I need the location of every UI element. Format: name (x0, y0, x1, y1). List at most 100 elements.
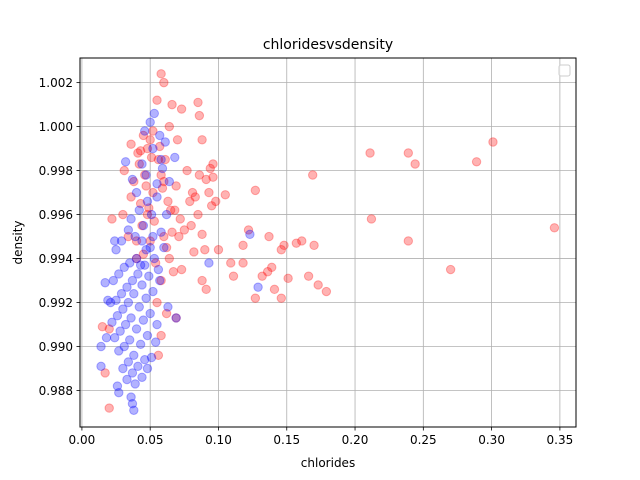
red-data-point (257, 271, 267, 281)
grid-lines (80, 58, 576, 427)
blue-data-point (140, 355, 150, 365)
red-data-point (126, 139, 136, 149)
blue-data-point (129, 350, 139, 361)
blue-data-point (96, 341, 106, 352)
blue-data-point (127, 174, 138, 185)
red-data-point (250, 185, 261, 196)
red-data-point (445, 264, 456, 275)
blue-data-point (145, 242, 155, 253)
blue-data-point (131, 324, 142, 334)
blue-data-point (155, 130, 165, 141)
red-data-point (186, 220, 196, 231)
blue-data-point (133, 361, 143, 372)
red-data-point (171, 313, 181, 323)
red-data-point (267, 262, 277, 273)
red-data-point (167, 227, 177, 237)
red-data-point (185, 196, 195, 207)
blue-data-point (140, 126, 150, 136)
x-axis-label: chlorides (301, 456, 355, 470)
red-data-point (303, 271, 314, 281)
red-data-point (152, 95, 162, 105)
red-data-point (194, 110, 205, 121)
blue-data-point (133, 269, 143, 279)
blue-data-point (156, 154, 166, 165)
red-data-point (193, 97, 203, 108)
blue-data-point (140, 260, 150, 270)
blue-data-point (149, 108, 159, 119)
red-data-point (211, 196, 221, 207)
red-data-point (190, 192, 200, 202)
blue-data-point (123, 357, 134, 367)
red-data-point (104, 403, 114, 413)
red-data-point (119, 165, 129, 176)
red-data-point (250, 293, 261, 303)
red-data-point (201, 174, 211, 185)
blue-data-point (161, 209, 172, 220)
red-data-point (156, 275, 166, 286)
blue-data-point (130, 231, 140, 242)
blue-data-point (112, 311, 123, 321)
blue-data-point (116, 289, 127, 299)
red-data-point (137, 220, 147, 231)
blue-data-point (138, 315, 149, 325)
blue-data-point (137, 280, 147, 290)
red-data-point (153, 350, 164, 361)
red-data-point (410, 159, 420, 169)
blue-data-point (126, 392, 136, 402)
y-tick-label: 0.996 (39, 208, 73, 222)
blue-data-point (144, 271, 154, 281)
blue-data-point (155, 275, 165, 286)
red-data-point (100, 368, 110, 378)
blue-data-point (118, 304, 128, 314)
legend-box (558, 64, 571, 77)
blue-data-point (141, 170, 151, 180)
red-data-point (308, 170, 318, 180)
x-tick-label: 0.25 (410, 433, 437, 447)
blue-data-point (131, 253, 142, 264)
y-tick-label: 0.994 (39, 252, 73, 266)
blue-data-point (126, 313, 136, 323)
blue-data-point (163, 302, 173, 312)
y-axis-label: density (11, 221, 25, 265)
blue-data-point (127, 368, 138, 378)
red-data-point (201, 284, 211, 295)
blue-data-point (159, 242, 169, 253)
red-data-point (165, 205, 176, 215)
red-data-point (172, 135, 183, 145)
blue-data-point (125, 335, 135, 345)
red-data-point (291, 238, 302, 248)
blue-data-point (150, 337, 161, 347)
red-data-point (204, 187, 214, 198)
y-tick-label: 1.002 (39, 76, 73, 90)
blue-data-point (153, 264, 164, 275)
red-data-point (238, 258, 248, 268)
blue-data-point (114, 387, 124, 398)
x-tick-label: 0.05 (137, 433, 164, 447)
blue-data-point (119, 262, 129, 273)
red-data-point (403, 236, 413, 246)
blue-data-point (123, 297, 134, 308)
red-data-point (150, 258, 161, 268)
red-data-point (194, 170, 205, 180)
blue-data-point (130, 379, 140, 389)
x-tick-label: 0.00 (69, 433, 96, 447)
red-data-point (155, 141, 165, 152)
blue-data-point (126, 214, 136, 224)
red-data-point (197, 135, 207, 145)
blue-data-point (109, 333, 120, 343)
red-data-point (168, 267, 179, 277)
red-data-point (471, 157, 482, 167)
axes-frame (79, 57, 577, 428)
blue-data-point (145, 117, 155, 127)
blue-data-point (141, 293, 151, 303)
y-tick-label: 0.988 (39, 384, 73, 398)
red-data-point (170, 205, 180, 215)
red-data-point (403, 148, 413, 158)
red-data-point (366, 214, 377, 224)
x-tick-label: 0.20 (342, 433, 369, 447)
red-data-point (488, 137, 498, 147)
blue-data-point (146, 352, 157, 363)
blue-data-point (108, 275, 119, 286)
blue-data-point (141, 245, 151, 255)
blue-data-point (112, 381, 123, 391)
